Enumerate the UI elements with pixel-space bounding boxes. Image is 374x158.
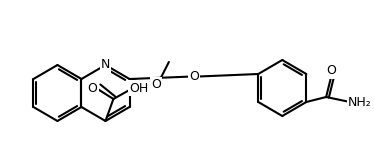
Text: N: N [101,58,110,72]
Text: O: O [88,82,98,94]
Text: NH₂: NH₂ [348,95,372,109]
Text: OH: OH [129,82,149,94]
Text: O: O [151,79,161,91]
Text: O: O [326,64,336,78]
Text: O: O [189,70,199,83]
